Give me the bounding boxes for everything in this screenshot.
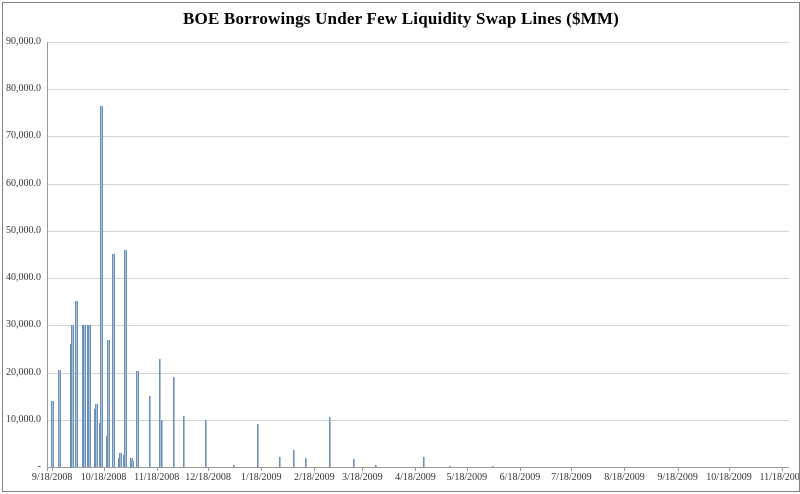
bar: [292, 450, 295, 467]
bar: [88, 325, 92, 467]
x-tick-label: 7/18/2009: [551, 472, 592, 483]
y-tick-label: 70,000.0: [6, 130, 41, 142]
bar: [159, 358, 162, 467]
bar: [74, 301, 78, 468]
y-tick-label: 30,000.0: [6, 319, 41, 331]
x-tick-mark: [415, 468, 417, 471]
bar: [183, 415, 186, 467]
bar: [100, 105, 104, 468]
gridline: [47, 372, 789, 374]
gridline: [47, 42, 789, 43]
gridline: [47, 419, 789, 421]
bar: [160, 419, 163, 467]
y-tick-label: -: [37, 461, 41, 472]
bar: [448, 465, 451, 467]
gridline: [47, 325, 789, 327]
bar: [83, 325, 87, 467]
x-tick-mark: [519, 468, 521, 471]
x-tick-mark: [624, 468, 626, 471]
y-tick-label: 40,000.0: [6, 272, 41, 284]
y-tick-label: 20,000.0: [6, 366, 41, 378]
x-tick-mark: [208, 468, 210, 471]
x-tick-label: 9/18/2008: [31, 472, 73, 483]
bar: [279, 457, 282, 467]
bar: [71, 325, 75, 467]
x-tick-label: 11/18/2008: [134, 472, 180, 483]
bar: [352, 458, 355, 467]
x-tick-mark: [571, 468, 573, 471]
x-tick-mark: [52, 468, 54, 471]
bar: [232, 465, 235, 467]
x-tick-label: 3/18/2009: [342, 472, 383, 483]
x-tick-label: 10/18/2008: [80, 472, 127, 483]
x-tick-mark: [362, 468, 364, 471]
bar: [119, 452, 123, 467]
x-tick-mark: [314, 468, 316, 471]
x-axis-line: [47, 467, 789, 468]
y-tick-label: 10,000.0: [6, 413, 41, 425]
gridline: [47, 230, 789, 232]
bar: [136, 370, 140, 467]
x-tick-mark: [729, 468, 731, 471]
chart-title: BOE Borrowings Under Few Liquidity Swap …: [182, 9, 620, 28]
x-tick-label: 6/18/2009: [499, 472, 541, 483]
bar: [423, 457, 425, 467]
y-tick-label: 50,000.0: [6, 224, 41, 236]
x-tick-mark: [782, 468, 784, 471]
x-tick-mark: [261, 468, 263, 471]
x-tick-label: 1/18/2009: [240, 472, 282, 483]
y-tick-label: 90,000.0: [6, 36, 41, 47]
gridline: [47, 183, 789, 185]
x-tick-mark: [103, 468, 105, 471]
bar: [172, 376, 175, 467]
bar: [148, 395, 151, 467]
bar: [57, 370, 61, 467]
x-tick-label: 5/18/2009: [446, 472, 488, 483]
x-tick-label: 11/18/2009: [759, 472, 800, 483]
x-tick-label: 2/18/2009: [294, 472, 335, 483]
y-tick-label: 80,000.0: [6, 83, 41, 95]
bar: [304, 457, 307, 467]
x-tick-label: 12/18/2008: [185, 472, 231, 483]
x-tick-mark: [466, 468, 468, 471]
gridline: [47, 278, 789, 280]
x-tick-label: 4/18/2009: [395, 472, 436, 483]
bar: [375, 465, 377, 467]
bar: [112, 253, 116, 467]
x-tick-mark: [677, 468, 679, 471]
y-tick-label: 60,000.0: [6, 177, 41, 189]
bar: [328, 416, 331, 467]
bar: [50, 400, 54, 467]
bar: [95, 404, 99, 467]
bar: [124, 249, 128, 467]
bar: [107, 339, 111, 467]
bar: [491, 466, 494, 467]
x-tick-label: 8/18/2009: [604, 472, 645, 483]
x-tick-label: 9/18/2009: [657, 472, 698, 483]
gridline: [47, 89, 789, 91]
bar: [205, 419, 208, 467]
x-tick-label: 10/18/2009: [706, 472, 752, 483]
gridline: [47, 136, 789, 138]
bar: [131, 461, 135, 467]
x-tick-mark: [156, 468, 158, 471]
y-axis-line: [47, 42, 48, 471]
bar: [256, 424, 259, 467]
